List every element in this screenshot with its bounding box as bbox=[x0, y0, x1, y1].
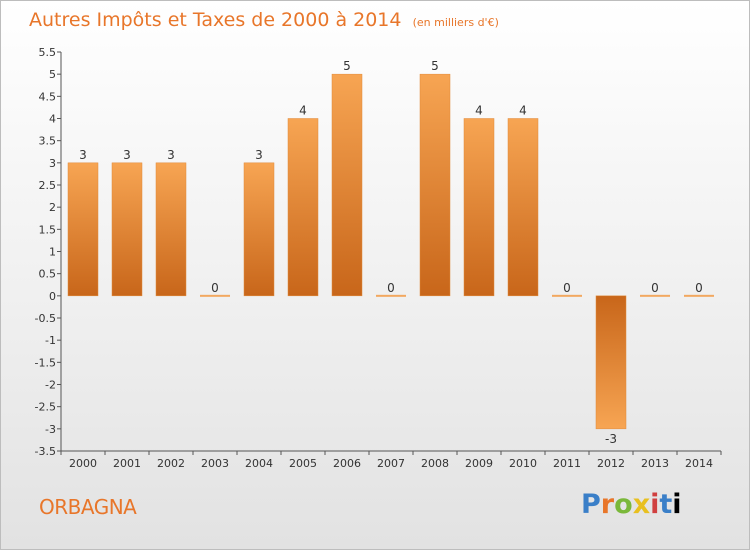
y-tick-label: -2.5 bbox=[35, 401, 56, 414]
bar bbox=[331, 73, 363, 297]
chart-title: Autres Impôts et Taxes de 2000 à 2014 bbox=[29, 9, 402, 31]
x-tick-label: 2010 bbox=[509, 457, 537, 470]
y-tick-label: -0.5 bbox=[35, 312, 56, 325]
bar bbox=[463, 118, 495, 297]
bar bbox=[287, 118, 319, 297]
logo-letter: x bbox=[632, 489, 651, 520]
data-label: 4 bbox=[299, 104, 307, 118]
y-tick-label: -3 bbox=[45, 423, 56, 436]
data-label: 3 bbox=[255, 148, 263, 162]
x-tick-label: 2013 bbox=[641, 457, 669, 470]
x-tick-label: 2002 bbox=[157, 457, 185, 470]
data-label: 3 bbox=[167, 148, 175, 162]
bar bbox=[111, 162, 143, 297]
data-label: 4 bbox=[519, 104, 527, 118]
bar bbox=[67, 162, 99, 297]
x-axis: 2000 2001 2002 2003 2004 2005 2006 2007 2008 2009… bbox=[60, 450, 722, 470]
bar bbox=[552, 294, 582, 297]
y-tick-label: 5.5 bbox=[39, 46, 57, 59]
y-tick-label: 4.5 bbox=[39, 90, 57, 103]
y-tick-label: 2 bbox=[49, 201, 56, 214]
y-tick-label: 3.5 bbox=[39, 135, 57, 148]
logo-letter: r bbox=[600, 489, 615, 520]
x-tick-label: 2007 bbox=[377, 457, 405, 470]
y-tick-label: 1.5 bbox=[39, 223, 57, 236]
y-tick-label: -1 bbox=[45, 334, 56, 347]
y-tick-label: -1.5 bbox=[35, 356, 56, 369]
data-label: 0 bbox=[695, 281, 703, 295]
x-tick-label: 2009 bbox=[465, 457, 493, 470]
x-tick-label: 2014 bbox=[685, 457, 713, 470]
bar bbox=[376, 294, 406, 297]
logo-letter: o bbox=[614, 489, 633, 520]
y-axis: 5.5 5 4.5 4 3.5 3 2.5 2 1.5 1 0.5 0 -0.5 -1 -1.5 -2 -2.5… bbox=[35, 46, 62, 458]
x-tick-label: 2001 bbox=[113, 457, 141, 470]
y-tick-label: -2 bbox=[45, 379, 56, 392]
y-tick-label: 3 bbox=[49, 157, 56, 170]
title-row: Autres Impôts et Taxes de 2000 à 2014 (e… bbox=[29, 9, 499, 31]
bar bbox=[640, 294, 670, 297]
data-label: 0 bbox=[211, 281, 219, 295]
bar bbox=[595, 295, 627, 430]
y-tick-label: 4 bbox=[49, 113, 56, 126]
data-label: 3 bbox=[79, 148, 87, 162]
commune-name: ORBAGNA bbox=[39, 495, 137, 519]
x-tick-label: 2008 bbox=[421, 457, 449, 470]
data-label: 0 bbox=[651, 281, 659, 295]
bar bbox=[419, 73, 451, 297]
data-label: -3 bbox=[605, 432, 617, 446]
x-tick-label: 2011 bbox=[553, 457, 581, 470]
x-tick-label: 2004 bbox=[245, 457, 273, 470]
data-label: 5 bbox=[431, 59, 439, 73]
y-tick-label: 1 bbox=[49, 246, 56, 259]
x-tick-label: 2005 bbox=[289, 457, 317, 470]
data-label: 0 bbox=[387, 281, 395, 295]
bars bbox=[67, 73, 714, 430]
x-tick-label: 2000 bbox=[69, 457, 97, 470]
data-label: 5 bbox=[343, 59, 351, 73]
y-tick-label: 5 bbox=[49, 68, 56, 81]
y-tick-label: 0 bbox=[49, 290, 56, 303]
bar bbox=[200, 294, 230, 297]
logo-letter: i bbox=[672, 489, 682, 520]
bar bbox=[684, 294, 714, 297]
data-label: 0 bbox=[563, 281, 571, 295]
x-tick-label: 2003 bbox=[201, 457, 229, 470]
data-labels: 3 3 3 0 3 4 5 0 5 4 4 0 -3 0 0 bbox=[79, 59, 703, 446]
logo-letter: t bbox=[659, 489, 673, 520]
y-tick-label: 0.5 bbox=[39, 268, 57, 281]
proxiti-logo[interactable]: Proxiti bbox=[581, 489, 682, 520]
logo-letter: i bbox=[650, 489, 660, 520]
y-tick-label: -3.5 bbox=[35, 445, 56, 458]
bar bbox=[507, 118, 539, 297]
data-label: 3 bbox=[123, 148, 131, 162]
chart-subtitle: (en milliers d'€) bbox=[412, 16, 499, 29]
bar bbox=[243, 162, 275, 297]
bar bbox=[155, 162, 187, 297]
data-label: 4 bbox=[475, 104, 483, 118]
y-tick-label: 2.5 bbox=[39, 179, 57, 192]
x-tick-label: 2006 bbox=[333, 457, 361, 470]
x-tick-label: 2012 bbox=[597, 457, 625, 470]
logo-letter: P bbox=[581, 489, 601, 520]
